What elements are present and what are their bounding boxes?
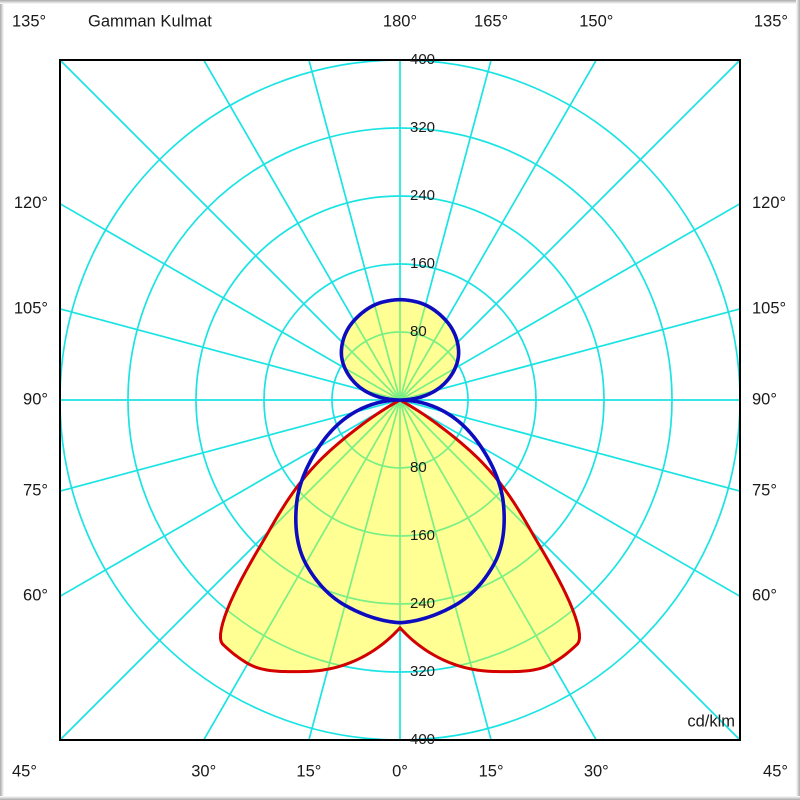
svg-text:120°: 120°	[14, 194, 48, 212]
svg-text:400: 400	[410, 51, 435, 68]
svg-text:135°: 135°	[12, 12, 46, 30]
svg-text:15°: 15°	[296, 762, 321, 780]
svg-text:160: 160	[410, 255, 435, 272]
svg-text:90°: 90°	[23, 390, 48, 408]
svg-text:320: 320	[410, 663, 435, 680]
svg-text:75°: 75°	[752, 481, 777, 499]
svg-text:120°: 120°	[752, 194, 786, 212]
svg-text:60°: 60°	[23, 587, 48, 605]
svg-text:240: 240	[410, 187, 435, 204]
svg-text:165°: 165°	[474, 12, 508, 30]
svg-text:180°: 180°	[383, 12, 417, 30]
svg-text:150°: 150°	[579, 12, 613, 30]
svg-text:105°: 105°	[14, 299, 48, 317]
svg-text:60°: 60°	[752, 587, 777, 605]
svg-text:90°: 90°	[752, 390, 777, 408]
svg-text:15°: 15°	[479, 762, 504, 780]
svg-text:240: 240	[410, 595, 435, 612]
svg-text:45°: 45°	[12, 762, 37, 780]
svg-text:400: 400	[410, 731, 435, 748]
svg-text:160: 160	[410, 527, 435, 544]
svg-text:105°: 105°	[752, 299, 786, 317]
svg-text:0°: 0°	[392, 762, 408, 780]
svg-text:320: 320	[410, 119, 435, 136]
svg-text:135°: 135°	[754, 12, 788, 30]
svg-text:80: 80	[410, 459, 427, 476]
svg-text:cd/klm: cd/klm	[687, 712, 735, 730]
svg-text:30°: 30°	[584, 762, 609, 780]
svg-text:30°: 30°	[191, 762, 216, 780]
svg-text:80: 80	[410, 323, 427, 340]
svg-text:Gamman Kulmat: Gamman Kulmat	[88, 12, 212, 30]
svg-text:45°: 45°	[763, 762, 788, 780]
svg-text:75°: 75°	[23, 481, 48, 499]
